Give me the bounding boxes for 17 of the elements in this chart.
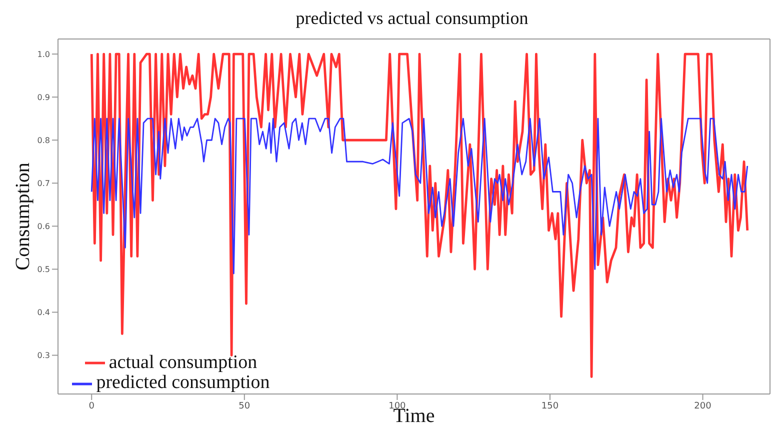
chart-title: predicted vs actual consumption	[294, 8, 530, 30]
y-tick-label: 0.4	[37, 308, 50, 318]
x-tick-label: 0	[88, 401, 95, 412]
legend-label: predicted consumption	[96, 372, 270, 394]
y-tick-label: 0.9	[37, 92, 50, 102]
y-tick-label: 0.3	[37, 351, 50, 360]
y-tick-label: 0.7	[37, 178, 50, 188]
y-axis-title: Consumption	[12, 162, 34, 270]
y-tick-label: 0.8	[37, 136, 50, 145]
y-tick-label: 0.6	[37, 222, 50, 232]
legend-label: actual consumption	[108, 352, 258, 373]
y-tick-label: 0.5	[37, 265, 50, 274]
x-tick-label: 200	[694, 401, 712, 412]
x-tick-label: 150	[541, 401, 559, 412]
line-series	[90, 118, 748, 274]
y-tick-label: 1.0	[37, 50, 50, 59]
x-tick-label: 50	[238, 401, 250, 412]
